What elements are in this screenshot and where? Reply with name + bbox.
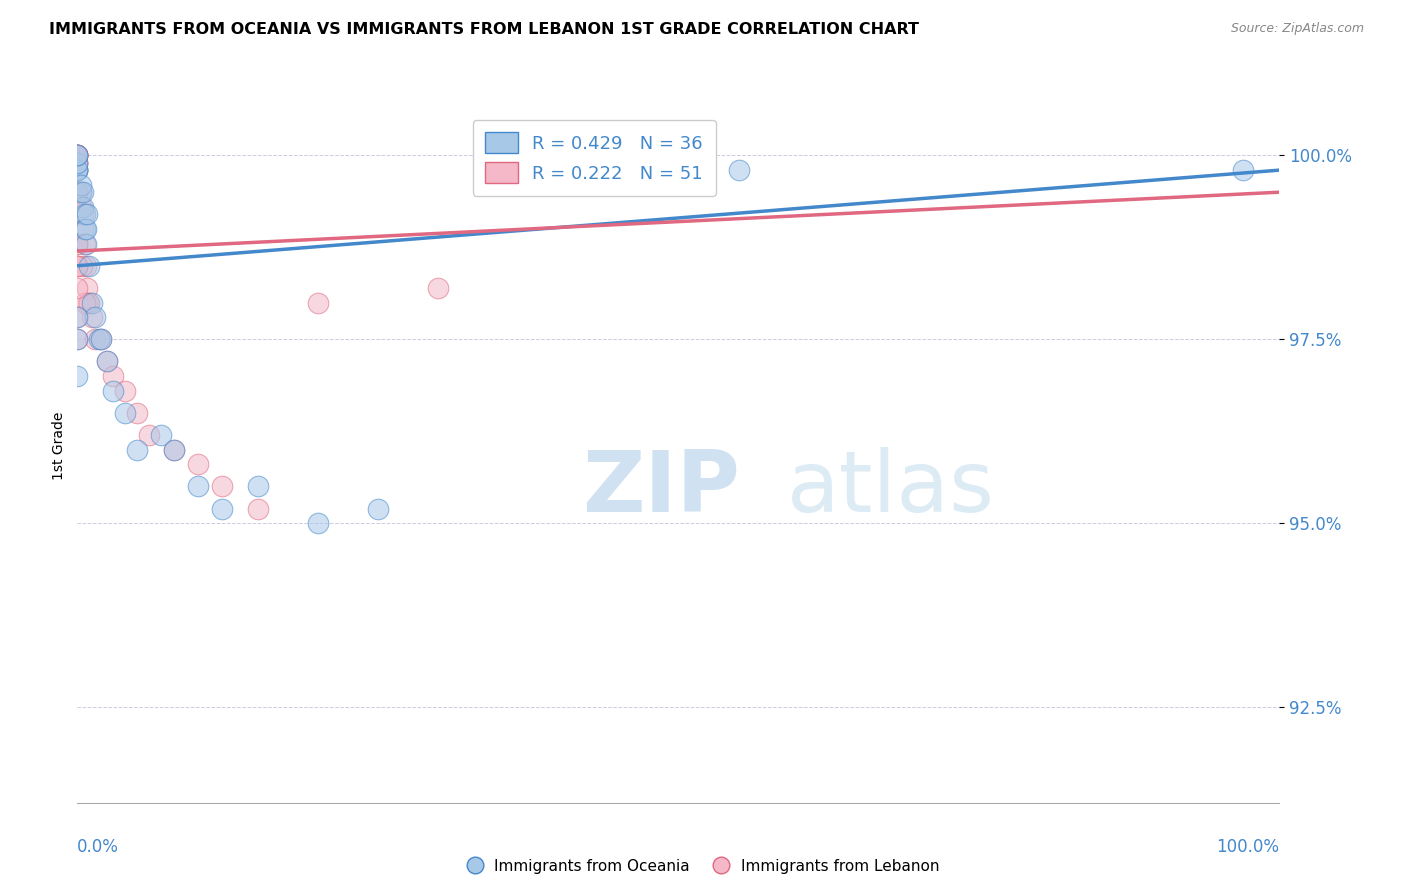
Point bbox=[186, 479, 209, 493]
Point bbox=[66, 148, 89, 162]
Point bbox=[66, 155, 89, 169]
Point bbox=[66, 259, 89, 273]
Point bbox=[76, 207, 98, 221]
Point bbox=[66, 310, 89, 325]
Point bbox=[75, 259, 97, 273]
Point bbox=[66, 163, 89, 178]
Text: ZIP: ZIP bbox=[582, 447, 740, 531]
Point bbox=[66, 155, 89, 169]
Point bbox=[66, 236, 89, 251]
Point bbox=[79, 259, 101, 273]
Text: 0.0%: 0.0% bbox=[77, 838, 120, 856]
Point bbox=[84, 332, 107, 346]
Point bbox=[73, 207, 96, 221]
Point bbox=[66, 185, 89, 199]
Point bbox=[66, 369, 89, 384]
Point bbox=[73, 222, 96, 236]
Point bbox=[211, 501, 233, 516]
Point bbox=[75, 222, 97, 236]
Point bbox=[114, 384, 136, 398]
Point bbox=[103, 384, 125, 398]
Point bbox=[114, 406, 136, 420]
Point bbox=[66, 259, 89, 273]
Point bbox=[727, 163, 749, 178]
Point bbox=[96, 354, 118, 368]
Point bbox=[72, 222, 94, 236]
Point bbox=[367, 501, 389, 516]
Text: Source: ZipAtlas.com: Source: ZipAtlas.com bbox=[1230, 22, 1364, 36]
Point bbox=[66, 148, 89, 162]
Point bbox=[246, 501, 269, 516]
Point bbox=[73, 295, 96, 310]
Point bbox=[66, 163, 89, 178]
Point bbox=[84, 310, 107, 325]
Point bbox=[66, 236, 89, 251]
Point bbox=[66, 332, 89, 346]
Point bbox=[72, 185, 94, 199]
Point bbox=[66, 281, 89, 295]
Point bbox=[66, 155, 89, 169]
Point bbox=[186, 458, 209, 472]
Point bbox=[90, 332, 112, 346]
Point bbox=[66, 185, 89, 199]
Point bbox=[70, 178, 93, 192]
Point bbox=[66, 148, 89, 162]
Point bbox=[66, 185, 89, 199]
Point bbox=[103, 369, 125, 384]
Point bbox=[70, 185, 93, 199]
Point bbox=[66, 148, 89, 162]
Point bbox=[72, 200, 94, 214]
Point bbox=[150, 428, 173, 442]
Point bbox=[66, 185, 89, 199]
Point bbox=[307, 516, 329, 531]
Point bbox=[211, 479, 233, 493]
Point bbox=[66, 148, 89, 162]
Point bbox=[66, 310, 89, 325]
Point bbox=[66, 148, 89, 162]
Point bbox=[76, 281, 98, 295]
Point bbox=[80, 295, 103, 310]
Point bbox=[138, 428, 160, 442]
Point bbox=[162, 442, 184, 457]
Point bbox=[66, 163, 89, 178]
Point bbox=[66, 155, 89, 169]
Point bbox=[66, 148, 89, 162]
Legend: Immigrants from Oceania, Immigrants from Lebanon: Immigrants from Oceania, Immigrants from… bbox=[461, 853, 945, 880]
Point bbox=[75, 236, 97, 251]
Point bbox=[80, 310, 103, 325]
Point bbox=[66, 148, 89, 162]
Point bbox=[70, 259, 93, 273]
Point bbox=[66, 185, 89, 199]
Point bbox=[79, 295, 101, 310]
Point bbox=[1232, 163, 1254, 178]
Text: atlas: atlas bbox=[786, 447, 994, 531]
Y-axis label: 1st Grade: 1st Grade bbox=[52, 412, 66, 480]
Point bbox=[307, 295, 329, 310]
Point bbox=[246, 479, 269, 493]
Point bbox=[72, 207, 94, 221]
Point bbox=[66, 332, 89, 346]
Point bbox=[66, 185, 89, 199]
Point bbox=[427, 281, 450, 295]
Text: IMMIGRANTS FROM OCEANIA VS IMMIGRANTS FROM LEBANON 1ST GRADE CORRELATION CHART: IMMIGRANTS FROM OCEANIA VS IMMIGRANTS FR… bbox=[49, 22, 920, 37]
Point bbox=[70, 200, 93, 214]
Point bbox=[66, 185, 89, 199]
Legend: R = 0.429   N = 36, R = 0.222   N = 51: R = 0.429 N = 36, R = 0.222 N = 51 bbox=[472, 120, 716, 195]
Point bbox=[66, 163, 89, 178]
Point bbox=[66, 163, 89, 178]
Point bbox=[73, 236, 96, 251]
Point bbox=[127, 442, 149, 457]
Point bbox=[162, 442, 184, 457]
Point bbox=[87, 332, 110, 346]
Point bbox=[77, 295, 100, 310]
Point bbox=[127, 406, 149, 420]
Point bbox=[90, 332, 112, 346]
Point bbox=[66, 148, 89, 162]
Point bbox=[70, 185, 93, 199]
Text: 100.0%: 100.0% bbox=[1216, 838, 1279, 856]
Point bbox=[96, 354, 118, 368]
